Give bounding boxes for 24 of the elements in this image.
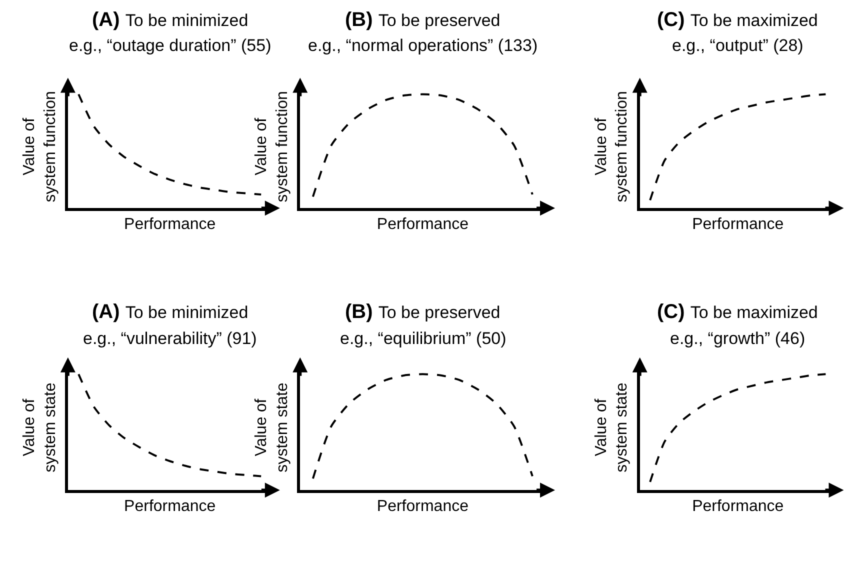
chart-title: (A) To be minimized xyxy=(92,9,248,31)
chart-title: (A) To be minimized xyxy=(92,301,248,323)
y-axis-title: Value of system state xyxy=(253,382,292,472)
chart-subtitle: e.g., “normal operations” (133) xyxy=(308,36,538,55)
x-axis-title: Performance xyxy=(692,498,784,515)
y-axis-title: Value of system function xyxy=(592,91,631,202)
chart-subtitle: e.g., “vulnerability” (91) xyxy=(83,329,257,348)
x-axis-title: Performance xyxy=(124,216,216,233)
chart-subtitle: e.g., “outage duration” (55) xyxy=(69,36,272,55)
y-axis-title: Value of system function xyxy=(253,91,292,202)
x-axis-title: Performance xyxy=(376,498,469,515)
chart-subtitle: e.g., “equilibrium” (50) xyxy=(340,329,506,348)
chart-subtitle: e.g., “growth” (46) xyxy=(670,329,806,348)
x-axis-title: Performance xyxy=(124,498,216,515)
chart-title: (C) To be maximized xyxy=(657,301,818,323)
chart-title: (B) To be preserved xyxy=(345,301,500,323)
chart-title: (B) To be preserved xyxy=(345,9,500,31)
x-axis-title: Performance xyxy=(376,216,469,233)
chart-title: (C) To be maximized xyxy=(657,9,818,31)
y-axis-title: Value of system state xyxy=(592,382,631,472)
x-axis-title: Performance xyxy=(692,216,784,233)
chart-subtitle: e.g., “output” (28) xyxy=(672,36,804,55)
y-axis-title: Value of system state xyxy=(21,382,59,472)
y-axis-title: Value of system function xyxy=(21,91,59,202)
